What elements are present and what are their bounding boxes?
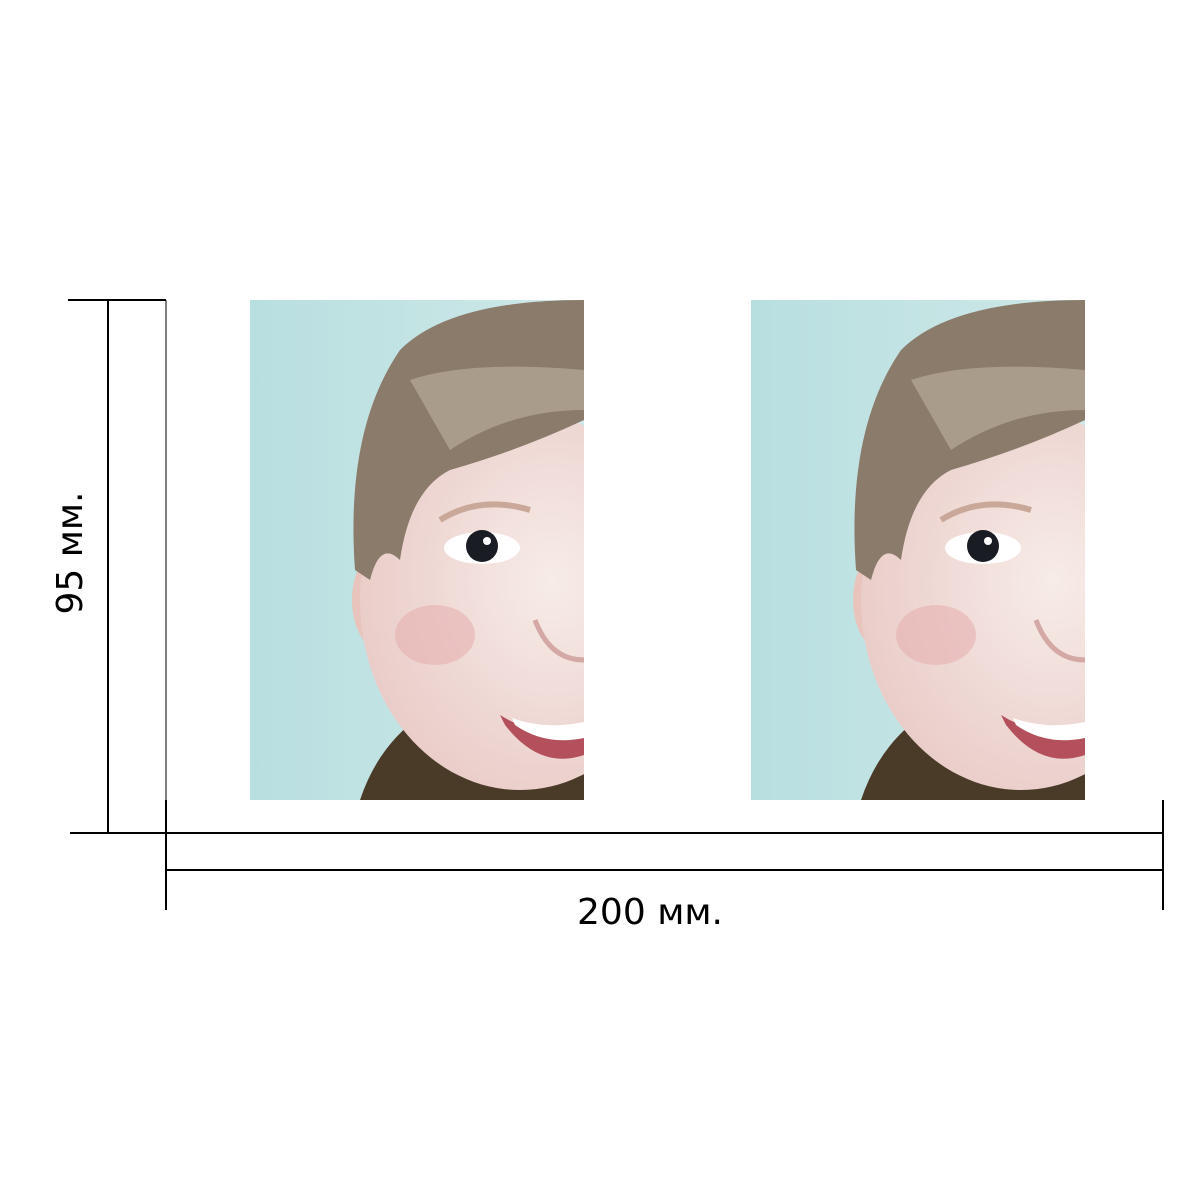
photo — [751, 300, 1181, 800]
height-dimension — [68, 299, 167, 834]
width-label: 200 мм. — [577, 892, 723, 933]
width-dimension — [165, 800, 1164, 910]
photo — [250, 300, 680, 800]
height-label: 95 мм. — [50, 491, 91, 614]
